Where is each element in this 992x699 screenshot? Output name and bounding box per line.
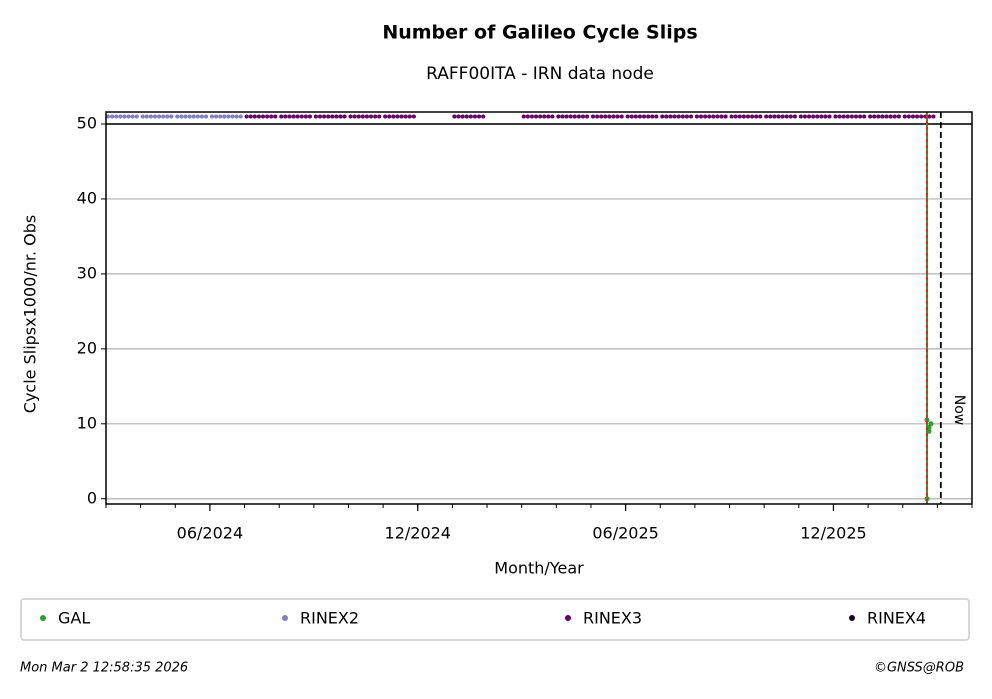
y-tick-label: 0 <box>87 488 97 507</box>
legend-label: RINEX4 <box>867 609 926 628</box>
data-point <box>928 421 934 427</box>
legend-marker <box>565 615 571 621</box>
legend-marker <box>40 615 46 621</box>
y-tick-label: 20 <box>77 338 97 357</box>
x-tick-label: 12/2025 <box>800 524 866 543</box>
x-tick-label: 06/2025 <box>592 524 658 543</box>
x-tick-label: 12/2024 <box>385 524 451 543</box>
legend-marker <box>282 615 288 621</box>
y-tick-label: 10 <box>77 413 97 432</box>
y-tick-label: 30 <box>77 263 97 282</box>
legend-label: RINEX3 <box>583 609 642 628</box>
legend-box <box>20 598 970 641</box>
x-tick-label: 06/2024 <box>177 524 243 543</box>
plot-frame <box>105 111 973 505</box>
y-axis-label: Cycle Slipsx1000/nr. Obs <box>21 215 40 413</box>
y-tick-label: 40 <box>77 188 97 207</box>
y-tick-label: 50 <box>77 113 97 132</box>
chart-title: Number of Galileo Cycle Slips <box>382 22 697 44</box>
legend-label: RINEX2 <box>300 609 359 628</box>
now-label: Now <box>951 395 967 426</box>
legend-label: GAL <box>58 609 90 628</box>
x-axis-label: Month/Year <box>494 559 584 578</box>
legend-marker <box>849 615 855 621</box>
chart-subtitle: RAFF00ITA - IRN data node <box>426 64 654 84</box>
footer-left: Mon Mar 2 12:58:35 2026 <box>20 661 188 676</box>
footer-right: ©GNSS@ROB <box>874 661 964 676</box>
